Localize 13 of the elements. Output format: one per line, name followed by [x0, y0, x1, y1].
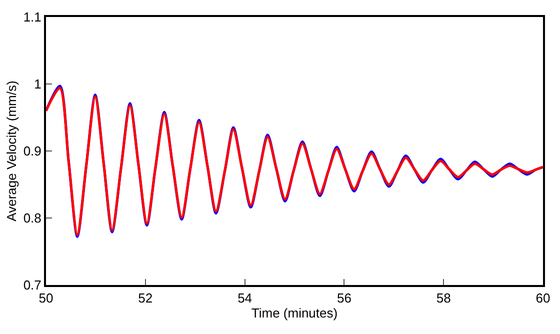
x-axis-title: Time (minutes): [251, 306, 338, 321]
y-tick-label: 1.1: [23, 10, 42, 25]
x-tick-label: 52: [138, 290, 153, 306]
x-tick-label: 58: [436, 290, 451, 306]
y-axis-title: Average Velocity (mm/s): [4, 80, 19, 222]
x-tick-label: 50: [38, 290, 54, 306]
y-tick-label: 1: [34, 76, 42, 92]
y-tick-label: 0.8: [23, 210, 42, 226]
x-tick-label: 60: [536, 290, 550, 306]
x-tick-label: 54: [238, 290, 252, 306]
x-tick-label: 56: [336, 290, 352, 306]
y-tick-label: 0.7: [23, 278, 42, 293]
y-tick-label: 0.9: [23, 144, 42, 159]
